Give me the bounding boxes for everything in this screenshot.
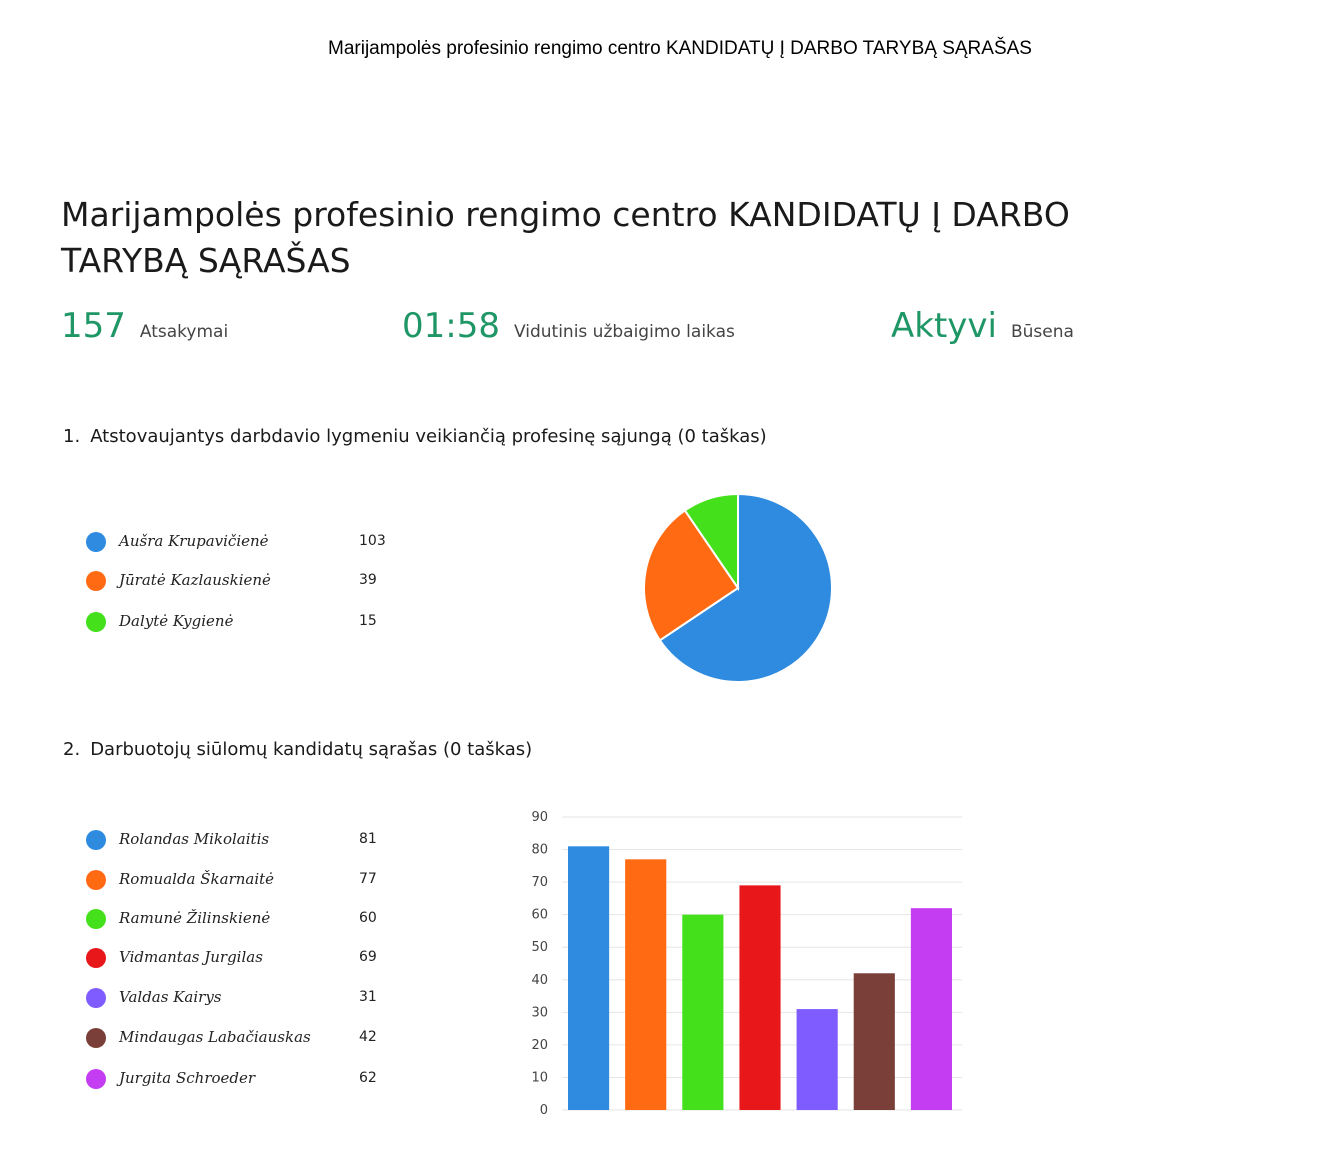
y-tick-label: 50 [531, 940, 548, 955]
legend-label: Dalytė Kygienė [119, 612, 234, 630]
legend-color-dot [86, 1028, 106, 1048]
legend-item: Jurgita Schroeder 62 [86, 1068, 406, 1090]
legend-count: 103 [359, 533, 386, 549]
legend-color-dot [86, 830, 106, 850]
legend-count: 39 [359, 572, 377, 588]
pie-slice [683, 492, 739, 592]
legend-label: Valdas Kairys [119, 988, 222, 1006]
status-value: Aktyvi [891, 306, 997, 346]
legend-label: Romualda Škarnaitė [119, 870, 275, 888]
bar [910, 908, 952, 1110]
responses-label: Atsakymai [139, 322, 229, 342]
y-tick-label: 0 [540, 1103, 548, 1118]
average-time-label: Vidutinis užbaigimo laikas [513, 322, 735, 342]
legend-count: 42 [359, 1029, 377, 1045]
legend-count: 81 [359, 831, 377, 847]
y-tick-label: 10 [531, 1070, 548, 1085]
legend-item: Valdas Kairys 31 [86, 987, 406, 1009]
legend-count: 62 [359, 1070, 377, 1086]
y-tick-label: 90 [531, 810, 548, 825]
y-tick-label: 30 [531, 1005, 548, 1020]
legend-count: 60 [359, 910, 377, 926]
pie-chart [643, 492, 833, 683]
legend-count: 69 [359, 949, 377, 965]
bar [853, 973, 895, 1110]
legend-label: Rolandas Mikolaitis [119, 830, 270, 848]
legend-label: Mindaugas Labačiauskas [119, 1028, 311, 1046]
status-label: Būsena [1010, 322, 1074, 342]
question-2-number: 2. [63, 739, 81, 760]
legend-item: Vidmantas Jurgilas 69 [86, 947, 406, 969]
question-2-text: Darbuotojų siūlomų kandidatų sąrašas (0 … [90, 739, 533, 760]
legend-color-dot [86, 612, 106, 632]
bar-chart: 0 10 20 30 40 50 60 70 80 90 [531, 810, 962, 1118]
legend-item: Romualda Škarnaitė 77 [86, 869, 406, 891]
bar [739, 885, 781, 1110]
average-time-value: 01:58 [402, 306, 500, 346]
legend-color-dot [86, 948, 106, 968]
form-title: Marijampolės profesinio rengimo centro K… [61, 195, 1070, 280]
y-tick-label: 20 [531, 1038, 548, 1053]
legend-count: 77 [359, 871, 377, 887]
y-tick-label: 70 [531, 875, 548, 890]
y-tick-label: 40 [531, 973, 548, 988]
bar [796, 1009, 838, 1110]
bar [682, 914, 724, 1110]
question-1-title: 1. Atstovaujantys darbdavio lygmeniu veik… [63, 426, 767, 447]
y-tick-label: 80 [531, 843, 548, 858]
stat-average-time: 01:58 Vidutinis užbaigimo laikas [402, 306, 735, 346]
legend-item: Rolandas Mikolaitis 81 [86, 829, 406, 851]
pie-slice [643, 509, 740, 642]
bar [625, 859, 667, 1110]
legend-item: Ramunė Žilinskienė 60 [86, 908, 406, 930]
pie-slice [658, 492, 833, 683]
legend-item: Dalytė Kygienė 15 [86, 611, 406, 633]
legend-count: 15 [359, 613, 377, 629]
legend-color-dot [86, 988, 106, 1008]
legend-label: Aušra Krupavičienė [119, 532, 269, 550]
legend-item: Aušra Krupavičienė 103 [86, 531, 406, 553]
y-tick-label: 60 [531, 908, 548, 923]
legend-count: 31 [359, 989, 377, 1005]
legend-label: Jūratė Kazlauskienė [119, 571, 271, 589]
question-2-title: 2. Darbuotojų siūlomų kandidatų sąrašas (… [63, 739, 532, 760]
question-1-number: 1. [63, 426, 81, 447]
legend-color-dot [86, 532, 106, 552]
legend-item: Mindaugas Labačiauskas 42 [86, 1027, 406, 1049]
question-1-text: Atstovaujantys darbdavio lygmeniu veikia… [90, 426, 767, 447]
bar [568, 846, 610, 1110]
responses-count: 157 [61, 306, 126, 346]
legend-label: Jurgita Schroeder [119, 1069, 256, 1087]
legend-color-dot [86, 909, 106, 929]
legend-color-dot [86, 571, 106, 591]
stat-responses: 157 Atsakymai [61, 306, 228, 346]
document-header: Marijampolės profesinio rengimo centro K… [328, 38, 1032, 59]
stat-status: Aktyvi Būsena [891, 306, 1074, 346]
legend-item: Jūratė Kazlauskienė 39 [86, 570, 406, 592]
legend-color-dot [86, 1069, 106, 1089]
legend-label: Vidmantas Jurgilas [119, 948, 263, 966]
legend-label: Ramunė Žilinskienė [119, 909, 271, 927]
legend-color-dot [86, 870, 106, 890]
